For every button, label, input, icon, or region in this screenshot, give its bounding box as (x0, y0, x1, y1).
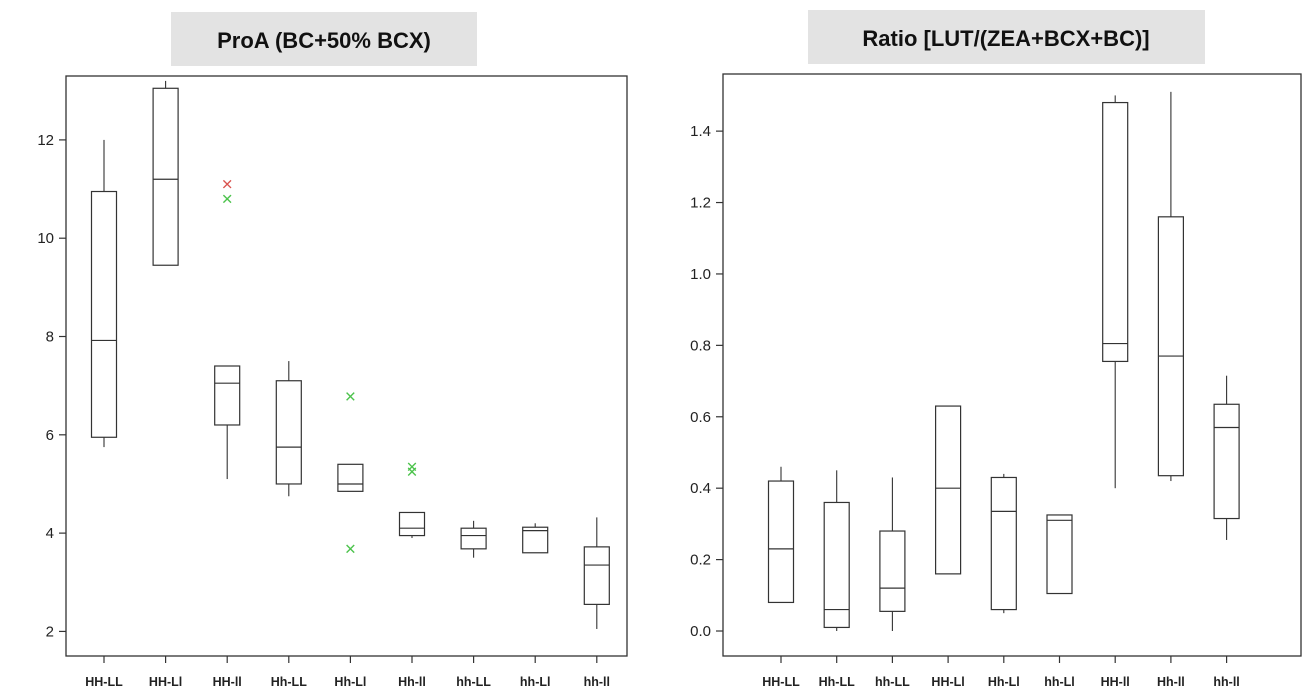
ratio-box-1 (767, 466, 795, 604)
chart-proa-plot-frame (65, 75, 628, 657)
ratio-category-label: Hh-Ll (988, 675, 1020, 689)
proa-category-label: HH-LL (85, 675, 123, 689)
proa-outlier-marker (346, 544, 355, 554)
proa-outlier-marker (407, 467, 417, 476)
ratio-y-tick-label: 0.4 (690, 480, 711, 497)
ratio-box-6 (1046, 514, 1073, 595)
ratio-box-body (1102, 101, 1129, 363)
chart-proa-y-axis: 2 4 6 8 10 12 (37, 132, 66, 640)
ratio-category-label: hh-LL (875, 675, 910, 689)
ratio-box-body (1157, 216, 1185, 477)
proa-box-3 (214, 179, 241, 480)
ratio-y-tick-label: 0.8 (690, 337, 711, 354)
chart-proa-title: ProA (BC+50% BCX) (217, 28, 431, 53)
ratio-y-tick-label: 0.6 (690, 409, 711, 426)
proa-box-7 (460, 520, 487, 558)
proa-outlier-marker (346, 392, 355, 401)
ratio-category-label: HH-LL (762, 675, 800, 689)
proa-box-1 (90, 139, 118, 448)
proa-category-label: HH-ll (213, 675, 242, 689)
ratio-box-9 (1213, 375, 1240, 540)
ratio-y-tick-label: 1.4 (690, 123, 711, 140)
proa-box-9 (583, 517, 610, 629)
ratio-category-label: HH-Ll (931, 675, 964, 689)
ratio-y-tick-label: 1.0 (690, 266, 711, 283)
chart-proa-boxes (90, 80, 610, 629)
ratio-y-tick-label: 1.2 (690, 195, 711, 212)
proa-outlier-marker (222, 179, 232, 189)
ratio-box-body (879, 530, 906, 612)
proa-box-5 (337, 392, 364, 554)
ratio-category-label: hh-Ll (1044, 675, 1075, 689)
ratio-category-label: Hh-ll (1157, 675, 1185, 689)
proa-y-tick-label: 6 (46, 427, 54, 444)
ratio-box-body (823, 501, 850, 629)
proa-category-label: Hh-Ll (334, 675, 366, 689)
ratio-box-body (767, 480, 795, 604)
proa-y-tick-label: 10 (37, 230, 54, 247)
ratio-box-3 (879, 477, 906, 632)
proa-box-body (522, 526, 549, 554)
proa-y-tick-label: 12 (37, 132, 54, 149)
proa-category-label: hh-ll (584, 675, 610, 689)
ratio-category-label: Hh-LL (819, 675, 855, 689)
chart-ratio-boxes (767, 91, 1240, 632)
ratio-box-4 (934, 405, 962, 575)
chart-ratio-title: Ratio [LUT/(ZEA+BCX+BC)] (862, 26, 1149, 51)
ratio-category-label: HH-ll (1101, 675, 1130, 689)
proa-box-body (460, 527, 487, 550)
proa-category-label: Hh-ll (398, 675, 426, 689)
ratio-box-8 (1157, 91, 1185, 482)
ratio-box-7 (1102, 95, 1129, 489)
ratio-y-tick-label: 0.0 (690, 623, 711, 640)
proa-category-label: HH-Ll (149, 675, 182, 689)
proa-box-body (337, 463, 364, 492)
proa-box-6 (398, 462, 426, 539)
chart-ratio-title-background (808, 10, 1205, 64)
chart-ratio-x-axis: HH-LL Hh-LL hh-LL HH-Ll Hh-Ll hh-Ll HH-ll Hh-ll… (762, 656, 1240, 689)
chart-proa-title-background (171, 12, 477, 66)
ratio-category-label: hh-ll (1213, 675, 1239, 689)
ratio-box-body (990, 476, 1017, 611)
ratio-box-body (934, 405, 962, 575)
chart-ratio-y-axis: 0.0 0.2 0.4 0.6 0.8 1.0 1.2 1.4 (690, 123, 723, 640)
proa-box-body (583, 546, 610, 605)
ratio-box-5 (990, 473, 1017, 614)
proa-box-body (214, 365, 241, 426)
proa-box-4 (275, 361, 302, 497)
ratio-box-body (1213, 403, 1240, 520)
ratio-y-tick-label: 0.2 (690, 552, 711, 569)
proa-y-tick-label: 8 (46, 329, 54, 346)
ratio-box-body (1046, 514, 1073, 595)
proa-box-body (90, 190, 118, 438)
proa-y-tick-label: 2 (46, 623, 54, 640)
proa-box-body (275, 380, 302, 485)
proa-category-label: hh-LL (456, 675, 491, 689)
chart-ratio-plot-frame (722, 73, 1302, 657)
proa-category-label: Hh-LL (271, 675, 307, 689)
ratio-box-2 (823, 470, 850, 632)
proa-category-label: hh-Ll (520, 675, 551, 689)
chart-proa-x-axis: HH-LL HH-Ll HH-ll Hh-LL Hh-Ll Hh-ll hh-LL hh-Ll… (85, 656, 610, 689)
proa-y-tick-label: 4 (46, 525, 54, 542)
proa-box-8 (522, 523, 549, 554)
chart-ratio: Ratio [LUT/(ZEA+BCX+BC)] 0.0 0.2 0.4 0.6 0.8… (690, 10, 1302, 689)
proa-outlier-marker (222, 194, 232, 204)
proa-box-2 (152, 80, 179, 266)
proa-box-body (152, 87, 179, 266)
proa-box-body (398, 511, 426, 537)
